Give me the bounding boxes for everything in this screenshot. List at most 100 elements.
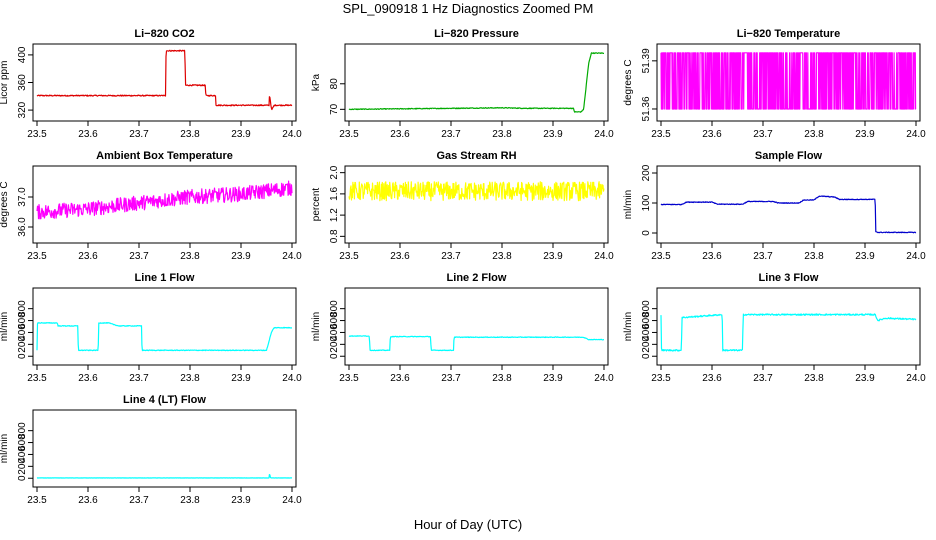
panel-title: Li−820 CO2 xyxy=(134,28,194,40)
x-tick-label: 23.8 xyxy=(180,495,200,506)
y-tick-label: 1.6 xyxy=(329,186,340,200)
x-tick-label: 23.6 xyxy=(390,251,410,262)
y-tick-label: 200 xyxy=(17,458,28,475)
x-tick-label: 23.7 xyxy=(129,495,149,506)
panel-10: Line 4 (LT) Flow ml/min 23.5 23.6 23.7 23.8 23… xyxy=(0,394,302,506)
panel-title: Li−820 Pressure xyxy=(434,28,519,40)
y-tick-label: 200 xyxy=(641,164,652,181)
x-tick-label: 23.7 xyxy=(753,251,773,262)
x-tick-label: 24.0 xyxy=(282,251,302,262)
panel-8: Line 2 Flow ml/min 23.5 23.6 23.7 23.8 23.9 24.… xyxy=(311,272,614,384)
x-tick-label: 23.9 xyxy=(855,373,875,384)
series-line xyxy=(348,181,605,202)
panel-title: Li−820 Temperature xyxy=(737,28,840,40)
figure-title: SPL_090918 1 Hz Diagnostics Zoomed PM xyxy=(342,1,594,16)
x-tick-label: 23.5 xyxy=(27,129,47,140)
y-tick-label: 200 xyxy=(641,336,652,353)
y-tick-label: 80 xyxy=(329,78,340,90)
y-tick-label: 37.0 xyxy=(17,187,28,207)
x-tick-label: 24.0 xyxy=(906,251,926,262)
y-axis-label: ml/min xyxy=(311,312,322,341)
x-tick-label: 24.0 xyxy=(594,373,614,384)
x-tick-label: 24.0 xyxy=(282,495,302,506)
y-tick-label: 70 xyxy=(329,103,340,115)
panel-9: Line 3 Flow ml/min 23.5 23.6 23.7 23.8 23.9 24.… xyxy=(623,272,926,384)
plot-frame xyxy=(656,287,921,366)
plot-frame xyxy=(32,43,297,122)
x-tick-label: 23.7 xyxy=(129,251,149,262)
x-tick-label: 23.8 xyxy=(492,373,512,384)
x-tick-label: 23.9 xyxy=(231,373,251,384)
y-axis-label: ml/min xyxy=(623,190,634,219)
x-tick-label: 23.7 xyxy=(753,373,773,384)
panel-7: Line 1 Flow ml/min 23.5 23.6 23.7 23.8 23.9 24.… xyxy=(0,272,302,384)
x-tick-label: 23.8 xyxy=(180,373,200,384)
y-tick-label: 400 xyxy=(329,324,340,341)
y-tick-label: 360 xyxy=(17,74,28,91)
x-tick-label: 23.7 xyxy=(753,129,773,140)
panel-3: Li−820 Temperature degrees C 23.5 23.6 23.7 2… xyxy=(623,28,926,140)
x-tick-label: 24.0 xyxy=(594,129,614,140)
x-tick-label: 23.7 xyxy=(441,373,461,384)
y-tick-label: 800 xyxy=(17,422,28,439)
x-tick-label: 23.6 xyxy=(78,251,98,262)
series-line xyxy=(348,335,605,352)
plot-frame xyxy=(344,287,609,366)
x-tick-label: 23.8 xyxy=(804,251,824,262)
y-axis-label: degrees C xyxy=(0,181,10,227)
y-tick-label: 600 xyxy=(641,312,652,329)
x-tick-label: 23.5 xyxy=(651,373,671,384)
panel-title: Line 2 Flow xyxy=(447,272,507,284)
y-axis-label: ml/min xyxy=(623,312,634,341)
y-axis-label: degrees C xyxy=(623,59,634,105)
x-tick-label: 23.6 xyxy=(702,129,722,140)
x-tick-label: 23.8 xyxy=(492,129,512,140)
panel-6: Sample Flow ml/min 23.5 23.6 23.7 23.8 23.9 24.… xyxy=(623,150,926,262)
x-tick-label: 23.7 xyxy=(441,129,461,140)
x-tick-label: 23.5 xyxy=(27,373,47,384)
x-tick-label: 24.0 xyxy=(906,129,926,140)
x-tick-label: 23.5 xyxy=(651,129,671,140)
y-tick-label: 200 xyxy=(329,336,340,353)
x-tick-label: 23.6 xyxy=(702,373,722,384)
x-tick-label: 23.6 xyxy=(78,373,98,384)
x-tick-label: 23.9 xyxy=(855,251,875,262)
plot-frame xyxy=(32,287,297,366)
x-tick-label: 23.5 xyxy=(27,495,47,506)
y-axis-label: Licor ppm xyxy=(0,61,10,105)
y-tick-label: 36.0 xyxy=(17,217,28,237)
y-tick-label: 0 xyxy=(17,353,28,359)
y-tick-label: 0 xyxy=(17,475,28,481)
y-tick-label: 51.36 xyxy=(641,96,652,121)
y-tick-label: 0 xyxy=(329,353,340,359)
y-tick-label: 400 xyxy=(17,46,28,63)
x-tick-label: 24.0 xyxy=(906,373,926,384)
series-line xyxy=(36,322,293,352)
y-axis-label: percent xyxy=(311,188,322,222)
y-tick-label: 400 xyxy=(641,324,652,341)
y-tick-label: 2.0 xyxy=(329,165,340,179)
x-axis-caption: Hour of Day (UTC) xyxy=(413,517,523,532)
x-tick-label: 23.5 xyxy=(339,251,359,262)
panel-5: Gas Stream RH percent 23.5 23.6 23.7 23.8 23.9… xyxy=(311,150,614,262)
series-line xyxy=(660,52,917,110)
x-tick-label: 23.8 xyxy=(804,373,824,384)
x-tick-label: 23.8 xyxy=(804,129,824,140)
x-tick-label: 23.9 xyxy=(231,251,251,262)
x-tick-label: 23.6 xyxy=(78,495,98,506)
panel-title: Ambient Box Temperature xyxy=(96,150,233,162)
y-tick-label: 1.2 xyxy=(329,208,340,222)
plot-frame xyxy=(344,43,609,122)
y-tick-label: 51.39 xyxy=(641,48,652,73)
x-tick-label: 24.0 xyxy=(282,373,302,384)
y-tick-label: 0 xyxy=(641,353,652,359)
panel-2: Li−820 Pressure kPa 23.5 23.6 23.7 23.8 23.9 24… xyxy=(311,28,614,140)
panel-4: Ambient Box Temperature degrees C 23.5 23.6… xyxy=(0,150,302,262)
x-tick-label: 23.9 xyxy=(855,129,875,140)
x-tick-label: 23.6 xyxy=(390,373,410,384)
x-tick-label: 23.9 xyxy=(543,251,563,262)
series-line xyxy=(36,180,293,220)
x-tick-label: 23.9 xyxy=(231,495,251,506)
x-tick-label: 23.8 xyxy=(180,129,200,140)
